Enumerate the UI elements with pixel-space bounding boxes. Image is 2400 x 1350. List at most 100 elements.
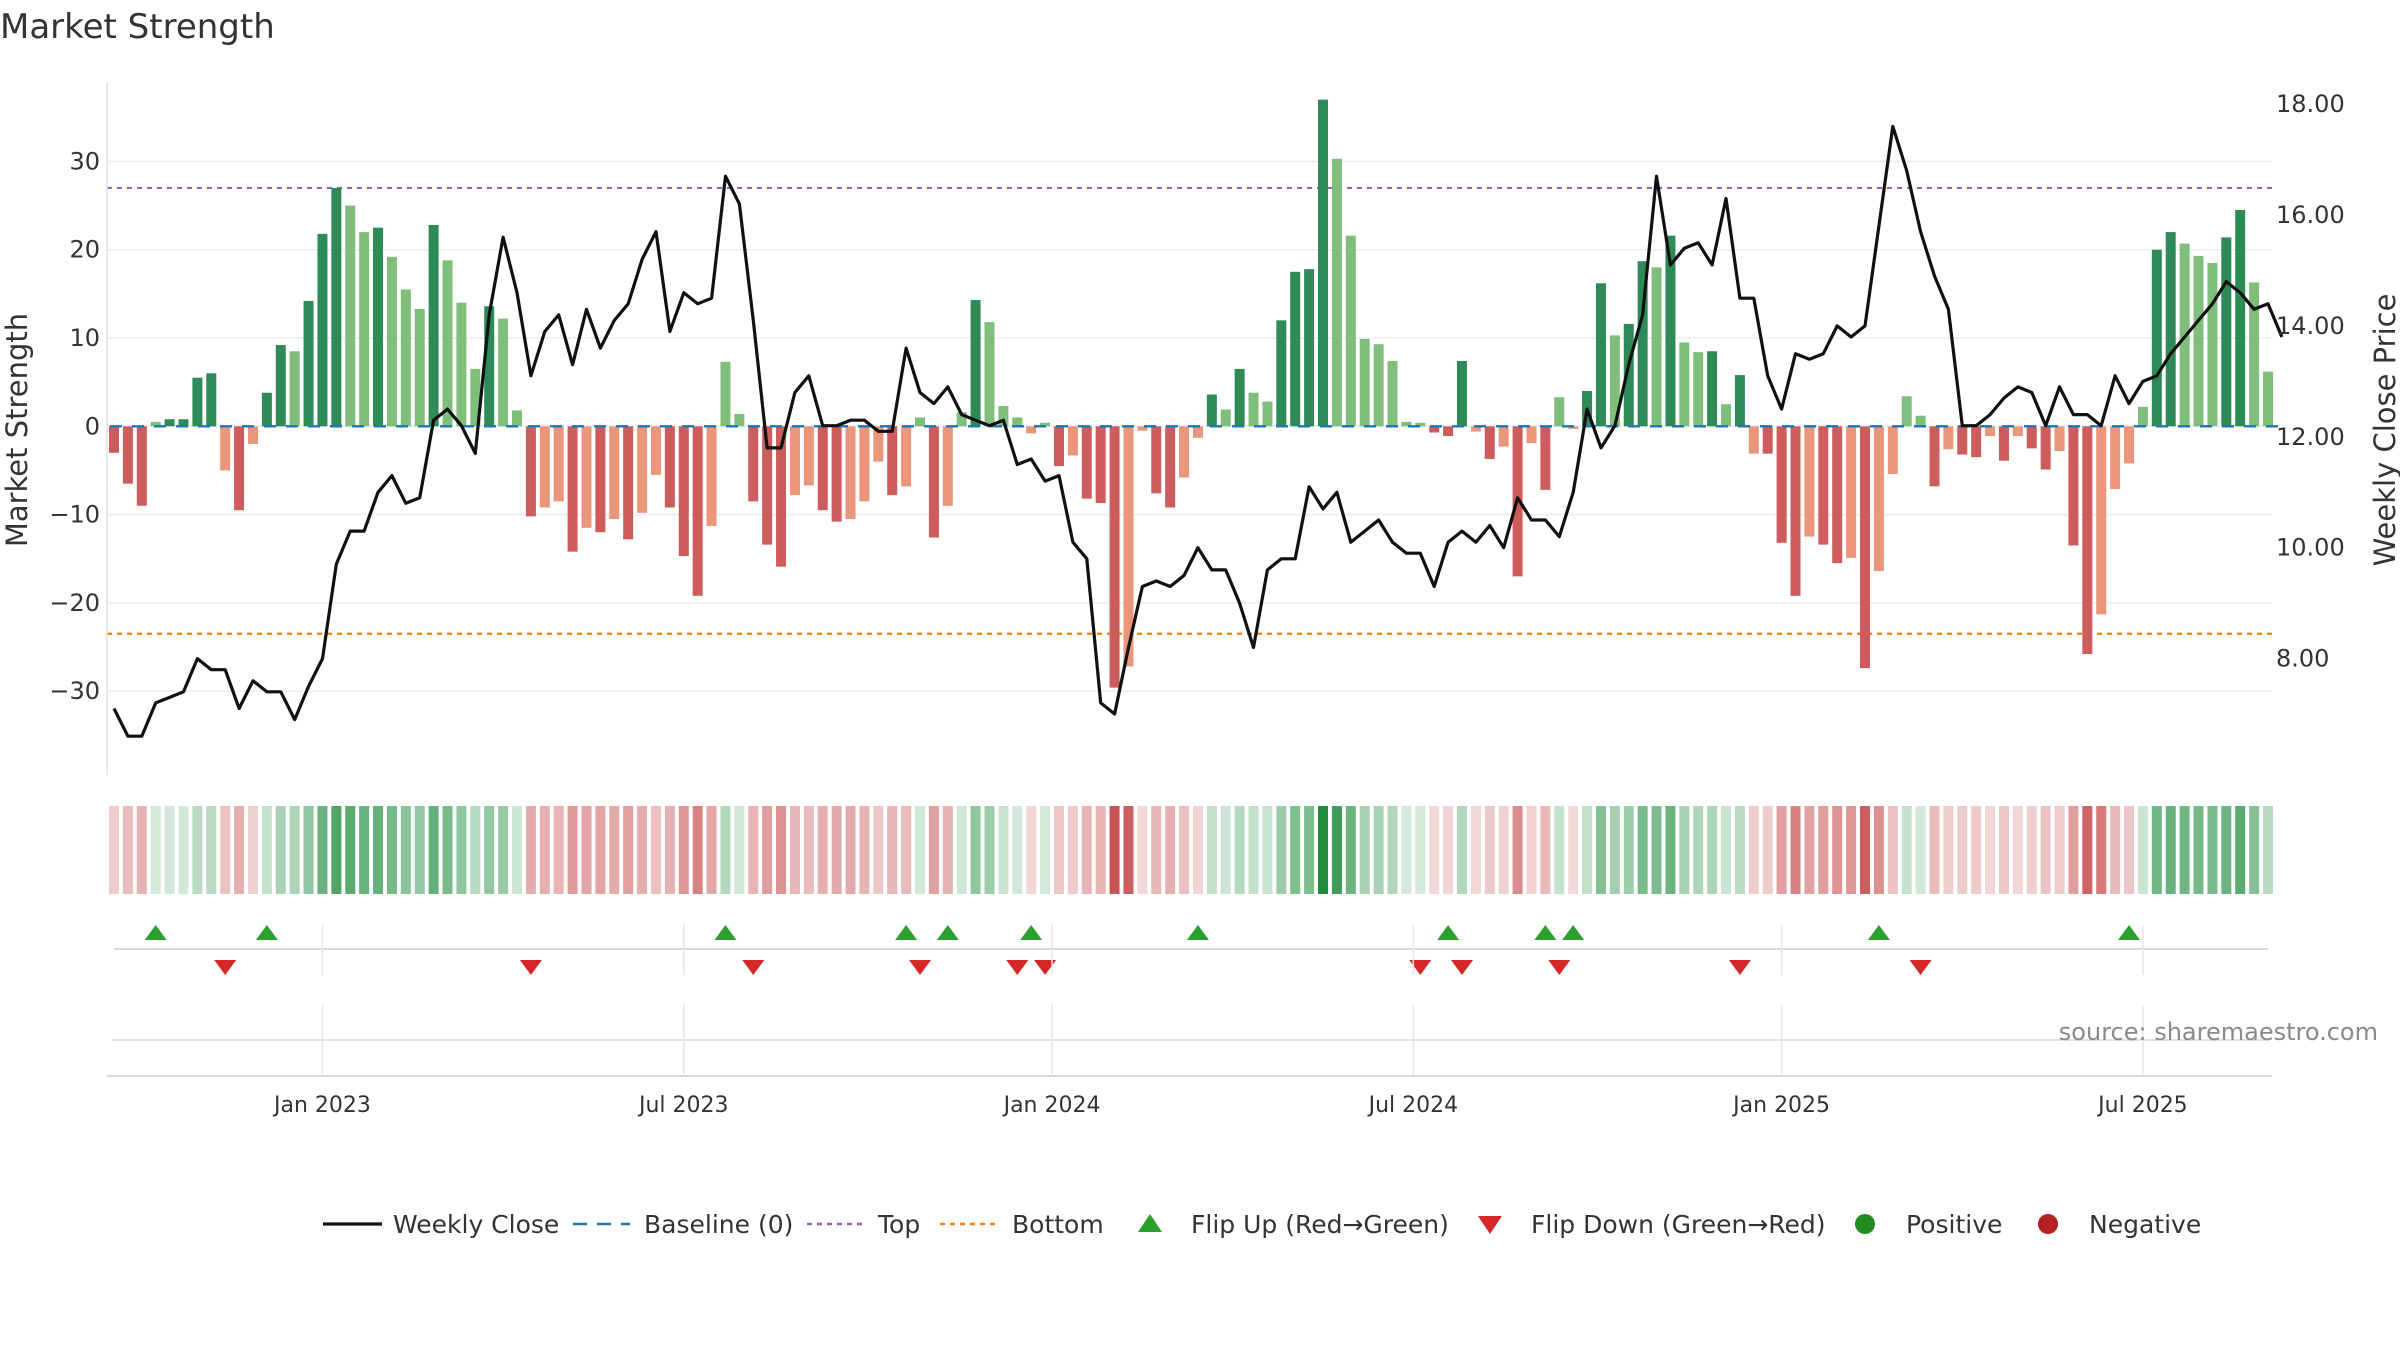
heat-cell (998, 806, 1009, 894)
heat-cell (1734, 806, 1745, 894)
heat-cell (1484, 806, 1495, 894)
heat-cell (470, 806, 481, 894)
strength-bar (567, 426, 578, 552)
heat-cell (1929, 806, 1940, 894)
x-tick-label: Jan 2023 (272, 1093, 371, 1118)
strength-bar (2068, 426, 2079, 546)
strength-bar (2124, 426, 2135, 464)
heat-cell (136, 806, 147, 894)
strength-bar (1887, 426, 1898, 474)
heat-cell (2096, 806, 2107, 894)
heat-cell (748, 806, 759, 894)
heat-cell (1762, 806, 1773, 894)
strength-bar (1345, 235, 1356, 427)
heat-cell (484, 806, 495, 894)
heat-cell (928, 806, 939, 894)
heat-cell (650, 806, 661, 894)
heat-cell (2151, 806, 2162, 894)
strength-bar (2151, 249, 2162, 427)
strength-bar (942, 426, 953, 506)
strength-bar (845, 426, 856, 519)
legend-label: Flip Down (Green→Red) (1531, 1210, 1826, 1239)
strength-bar (1234, 368, 1245, 427)
strength-bar (192, 377, 203, 427)
heat-cell (512, 806, 523, 894)
strength-bar (2207, 262, 2218, 427)
strength-bar (1192, 426, 1203, 438)
strength-bar (970, 300, 981, 427)
heat-cell (1915, 806, 1926, 894)
heat-cell (776, 806, 787, 894)
legend-label: Negative (2089, 1210, 2201, 1239)
heat-cell (873, 806, 884, 894)
right-y-tick-label: 14.00 (2276, 312, 2345, 340)
flip-up-marker (1534, 925, 1557, 940)
strength-bar (873, 426, 884, 462)
heat-cell (1234, 806, 1245, 894)
strength-bar (1012, 417, 1023, 427)
flip-up-marker (1020, 925, 1043, 940)
strength-bar (1248, 392, 1259, 427)
right-y-tick-label: 18.00 (2276, 90, 2345, 118)
strength-bar (2040, 426, 2051, 470)
right-y-tick-label: 10.00 (2276, 534, 2345, 562)
strength-bar (706, 426, 717, 527)
heat-cell (1512, 806, 1523, 894)
strength-bar (1734, 375, 1745, 427)
strength-bar (1359, 338, 1370, 427)
heat-cell (164, 806, 175, 894)
strength-bar (345, 205, 356, 427)
heat-cell (1582, 806, 1593, 894)
strength-bar (734, 413, 745, 427)
strength-bar (1804, 426, 1815, 537)
heat-cell (1721, 806, 1732, 894)
flip-up-marker (936, 925, 959, 940)
flip-down-marker (1548, 960, 1571, 975)
weekly-close-line (112, 124, 2284, 738)
strength-bar (1387, 360, 1398, 427)
heat-cell (1345, 806, 1356, 894)
strength-bar (901, 426, 912, 487)
flip-down-marker (1034, 960, 1057, 975)
heat-cell (1262, 806, 1273, 894)
strength-bar (664, 426, 675, 508)
heat-cell (400, 806, 411, 894)
heat-cell (1429, 806, 1440, 894)
strength-bar (1540, 426, 1551, 490)
strength-bar (762, 426, 773, 545)
heat-cell (1859, 806, 1870, 894)
strength-bar (136, 426, 147, 506)
chart-title: Market Strength (0, 7, 275, 47)
flip-up-marker (2118, 925, 2141, 940)
heat-cell (456, 806, 467, 894)
heat-cell (1290, 806, 1301, 894)
strength-bar (2249, 282, 2260, 427)
heat-cell (2165, 806, 2176, 894)
strength-bar (2262, 371, 2274, 427)
strength-bar (1304, 269, 1315, 427)
flip-up-marker (714, 925, 737, 940)
strength-bar (1985, 426, 1996, 437)
strength-bar (1081, 426, 1092, 499)
heat-cell (1707, 806, 1718, 894)
strength-bar (1748, 426, 1759, 454)
heat-cell (261, 806, 272, 894)
flip-up-marker (144, 925, 167, 940)
strength-bar (1484, 426, 1495, 459)
heat-cell (1832, 806, 1843, 894)
left-y-tick-label: 0 (85, 412, 100, 440)
legend-label: Bottom (1012, 1210, 1104, 1239)
heat-cell (1540, 806, 1551, 894)
strength-bar (803, 426, 814, 486)
legend: Weekly Close Baseline (0) Top Bottom Flip Up… (323, 1210, 2201, 1239)
strength-bar (122, 426, 133, 484)
heat-cell (2110, 806, 2121, 894)
strength-bar (1053, 426, 1064, 467)
strength-bar (1707, 351, 1718, 427)
left-y-tick-label: −20 (49, 589, 100, 617)
heat-cell (1040, 806, 1051, 894)
flip-up-marker (1437, 925, 1460, 940)
left-y-tick-label: 20 (69, 236, 100, 264)
heat-cell (1971, 806, 1982, 894)
